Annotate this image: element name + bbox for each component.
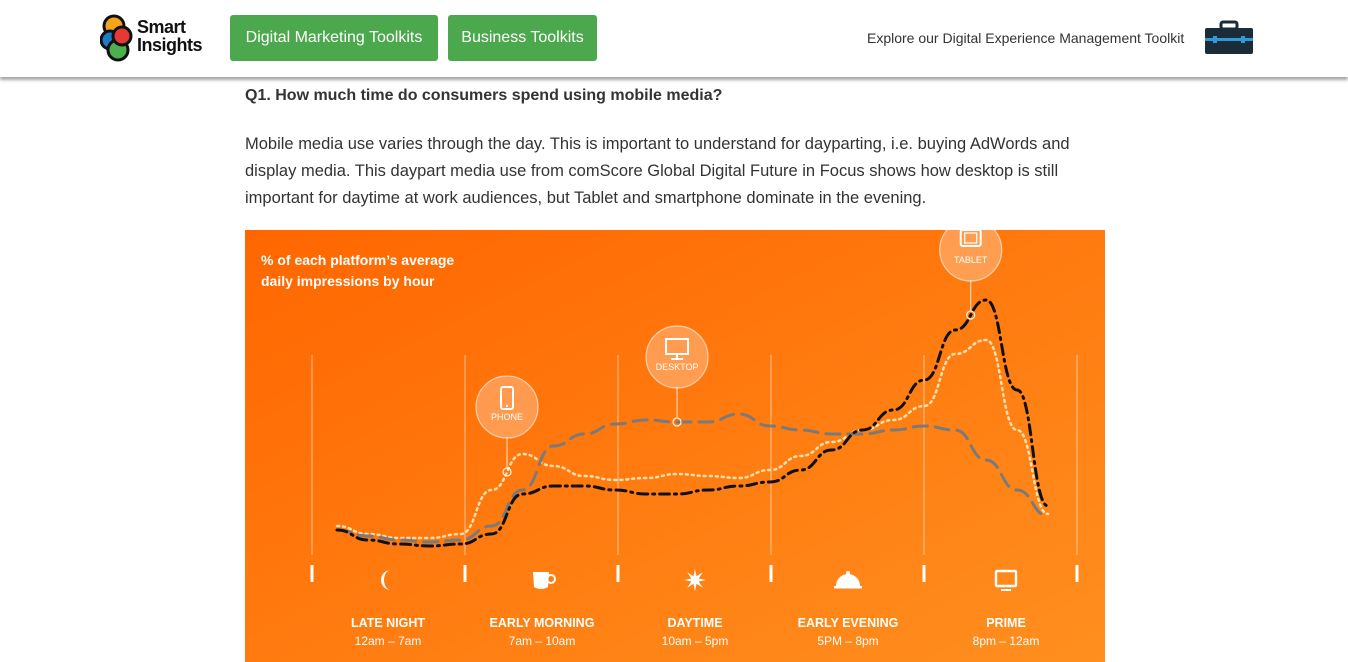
callout-label: DESKTOP [656,362,699,372]
daypart-name: EARLY EVENING [798,616,899,630]
daypart-range: 7am – 10am [509,634,576,648]
business-toolkits-button[interactable]: Business Toolkits [448,15,597,61]
daypart-early-evening: EARLY EVENING 5PM – 8pm [798,571,899,648]
daypart-prime: PRIME 8pm – 12am [973,569,1040,648]
sun-icon [684,569,706,591]
callout-label: PHONE [491,412,523,422]
daypart-range: 12am – 7am [355,634,422,648]
chart-title-line1: % of each platform’s average [261,252,454,268]
daypart-daytime: DAYTIME 10am – 5pm [662,569,729,648]
callout-label: TABLET [954,255,988,265]
callout-desktop: DESKTOP [645,325,709,427]
tv-icon [994,569,1018,591]
explore-toolkit-link[interactable]: Explore our Digital Experience Managemen… [867,30,1185,46]
series-line-phone [335,338,1050,540]
callout-phone: PHONE [475,375,539,477]
chart-background [245,230,1105,662]
series-line-tablet [335,298,1050,548]
moon-icon [381,570,391,590]
callout-tablet: TABLET [939,230,1003,320]
briefcase-icon[interactable] [1204,20,1254,56]
site-header: Smart Insights Digital Marketing Toolkit… [0,0,1348,77]
daypart-range: 10am – 5pm [662,634,729,648]
daypart-early-morning: EARLY MORNING 7am – 10am [490,572,595,648]
monitor-icon [665,338,690,360]
digital-marketing-toolkits-button[interactable]: Digital Marketing Toolkits [230,15,438,61]
callout-bubble [939,230,1003,282]
chart-title-line2: daily impressions by hour [261,273,435,289]
phone-icon [500,386,515,410]
daypart-name: LATE NIGHT [351,616,425,630]
logo-line1: Smart [137,17,186,37]
daypart-chart-svg: % of each platform’s average daily impre… [245,230,1105,662]
dinner-cloche-icon [834,571,862,589]
daypart-range: 8pm – 12am [973,634,1040,648]
daypart-chart: % of each platform’s average daily impre… [245,230,1105,662]
daypart-name: PRIME [986,616,1026,630]
logo-wordmark: Smart Insights [137,17,203,55]
question-heading: Q1. How much time do consumers spend usi… [245,87,723,104]
daypart-name: DAYTIME [667,616,722,630]
callout-anchor [966,310,976,320]
logo-line2: Insights [137,35,203,55]
coffee-cup-icon [533,572,556,589]
daypart-range: 5PM – 8pm [817,634,878,648]
logo-mark-icon [99,14,133,62]
callout-anchor [672,417,682,427]
daypart-name: EARLY MORNING [490,616,595,630]
series-line-desktop [335,412,1050,544]
smart-insights-logo[interactable]: Smart Insights [99,14,210,62]
article-paragraph: Mobile media use varies through the day.… [245,135,1070,207]
tablet-icon [959,230,982,247]
daypart-late-night: LATE NIGHT 12am – 7am [351,570,425,648]
callout-anchor [502,467,512,477]
